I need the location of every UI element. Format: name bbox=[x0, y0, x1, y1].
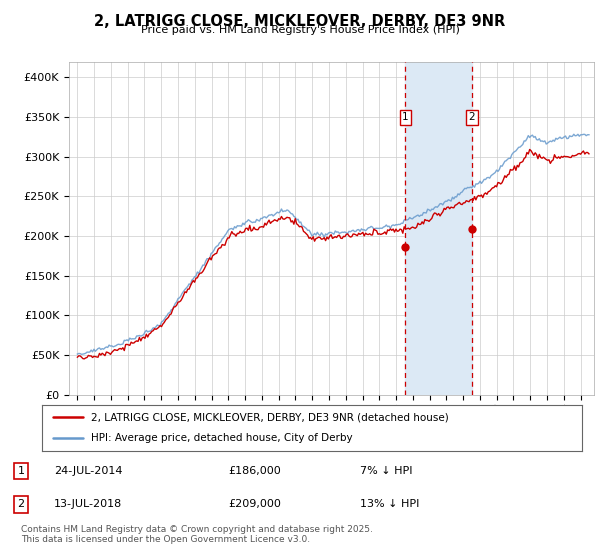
Text: Contains HM Land Registry data © Crown copyright and database right 2025.
This d: Contains HM Land Registry data © Crown c… bbox=[21, 525, 373, 544]
Text: Price paid vs. HM Land Registry's House Price Index (HPI): Price paid vs. HM Land Registry's House … bbox=[140, 25, 460, 35]
Text: 2: 2 bbox=[17, 500, 25, 509]
Text: 7% ↓ HPI: 7% ↓ HPI bbox=[360, 466, 413, 476]
Text: 13% ↓ HPI: 13% ↓ HPI bbox=[360, 500, 419, 509]
Bar bbox=[406, 62, 472, 395]
Text: £209,000: £209,000 bbox=[228, 500, 281, 509]
Text: £186,000: £186,000 bbox=[228, 466, 281, 476]
Text: 2: 2 bbox=[469, 112, 475, 122]
Text: 1: 1 bbox=[17, 466, 25, 476]
Text: HPI: Average price, detached house, City of Derby: HPI: Average price, detached house, City… bbox=[91, 433, 352, 444]
Text: 24-JUL-2014: 24-JUL-2014 bbox=[54, 466, 122, 476]
Text: 1: 1 bbox=[402, 112, 409, 122]
Text: 13-JUL-2018: 13-JUL-2018 bbox=[54, 500, 122, 509]
Text: 2, LATRIGG CLOSE, MICKLEOVER, DERBY, DE3 9NR: 2, LATRIGG CLOSE, MICKLEOVER, DERBY, DE3… bbox=[94, 14, 506, 29]
Text: 2, LATRIGG CLOSE, MICKLEOVER, DERBY, DE3 9NR (detached house): 2, LATRIGG CLOSE, MICKLEOVER, DERBY, DE3… bbox=[91, 412, 448, 422]
